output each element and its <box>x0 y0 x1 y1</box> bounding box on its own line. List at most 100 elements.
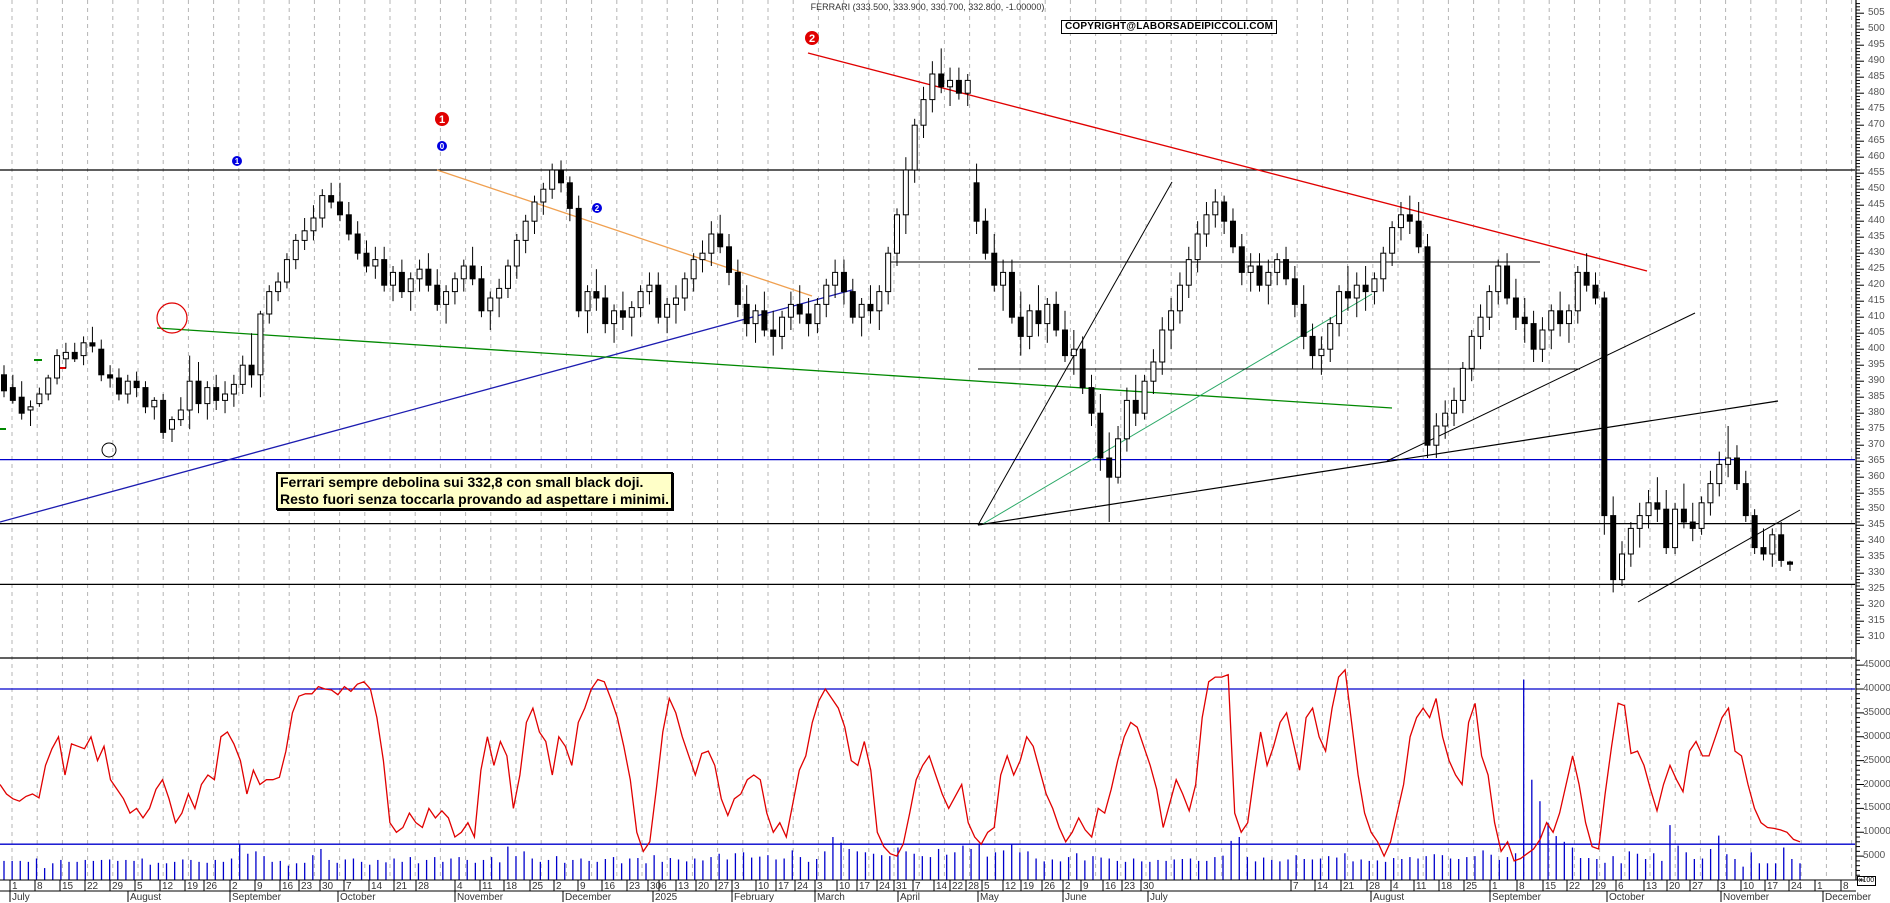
day-tick-label: 20 <box>1669 881 1681 892</box>
day-tick-label: 29 <box>112 881 124 892</box>
price-tick-label: 325 <box>1868 583 1885 595</box>
day-tick-label: 18 <box>506 881 518 892</box>
horizontal-levels <box>0 169 1855 845</box>
price-tick-label: 465 <box>1868 135 1885 147</box>
day-tick-label: 9 <box>1083 881 1089 892</box>
volume-unit-label: x100 <box>1857 876 1877 886</box>
day-tick-label: 30 <box>650 881 662 892</box>
volume-tick-label: 40000 <box>1863 683 1890 694</box>
price-tick-label: 430 <box>1868 247 1885 259</box>
blue-support-line <box>0 289 853 523</box>
price-tick-label: 475 <box>1868 103 1885 115</box>
volume-tick-label: 10000 <box>1863 826 1890 838</box>
day-tick-label: 10 <box>839 881 851 892</box>
price-tick-label: 350 <box>1868 503 1885 515</box>
month-tick-label: March <box>817 892 845 903</box>
annotation-line-2: Resto fuori senza toccarla provando ad a… <box>280 491 669 507</box>
price-tick-label: 375 <box>1868 423 1885 435</box>
wave-marker-icon <box>592 203 602 213</box>
day-tick-label: 19 <box>1023 881 1035 892</box>
day-tick-label: 28 <box>968 881 980 892</box>
price-tick-label: 340 <box>1868 535 1885 547</box>
svg-text:2: 2 <box>595 204 600 213</box>
day-tick-label: 17 <box>859 881 871 892</box>
price-tick-label: 360 <box>1868 471 1885 483</box>
day-tick-label: 17 <box>778 881 790 892</box>
wave-marker-icon <box>437 141 447 151</box>
day-tick-label: 8 <box>37 881 43 892</box>
light-green-trend-line <box>980 293 1373 526</box>
day-tick-label: 4 <box>1393 881 1399 892</box>
day-tick-label: 30 <box>322 881 334 892</box>
price-tick-label: 320 <box>1868 599 1885 611</box>
month-tick-label: October <box>340 892 376 903</box>
day-tick-label: 23 <box>1124 881 1136 892</box>
day-tick-label: 24 <box>879 881 891 892</box>
copyright-label: COPYRIGHT@LABORSADEIPICCOLI.COM <box>1061 20 1278 34</box>
wave-marker-icon <box>805 31 819 45</box>
day-tick-label: 6 <box>1618 881 1624 892</box>
price-tick-label: 445 <box>1868 199 1885 211</box>
month-tick-label: August <box>130 892 162 903</box>
price-tick-label: 420 <box>1868 279 1885 291</box>
grid-lines <box>11 0 1853 880</box>
month-tick-label: September <box>232 892 281 903</box>
day-tick-label: 4 <box>457 881 463 892</box>
day-tick-label: 5 <box>137 881 143 892</box>
day-tick-label: 28 <box>1369 881 1381 892</box>
svg-text:0: 0 <box>440 142 445 151</box>
day-tick-label: 30 <box>1143 881 1155 892</box>
oscillator-line <box>0 668 1801 862</box>
wave-marker-icon <box>435 112 449 126</box>
volume-tick-label: 20000 <box>1863 778 1890 790</box>
day-tick-label: 25 <box>532 881 544 892</box>
day-tick-label: 1 <box>1492 881 1498 892</box>
price-tick-label: 315 <box>1868 615 1885 627</box>
price-tick-label: 370 <box>1868 439 1885 451</box>
day-tick-label: 7 <box>1293 881 1299 892</box>
chart-title: FERRARI (333.500, 333.900, 330.700, 332.… <box>810 2 1045 12</box>
volume-tick-label: 15000 <box>1863 802 1890 814</box>
day-tick-label: 24 <box>1791 881 1803 892</box>
day-tick-label: 14 <box>1317 881 1329 892</box>
month-tick-label: February <box>734 892 775 903</box>
day-tick-label: 1 <box>1817 881 1823 892</box>
day-tick-label: 3 <box>734 881 740 892</box>
wave-marker-icon <box>232 156 242 166</box>
day-tick-label: 15 <box>62 881 74 892</box>
red-resistance-line <box>807 52 1648 272</box>
day-tick-label: 15 <box>1545 881 1557 892</box>
day-tick-label: 1 <box>12 881 18 892</box>
price-tick-label: 440 <box>1868 215 1885 227</box>
day-tick-label: 12 <box>1005 881 1017 892</box>
trend-lines <box>0 52 1801 603</box>
month-tick-label: July <box>1150 892 1168 903</box>
volume-tick-label: 5000 <box>1863 850 1886 862</box>
day-tick-label: 16 <box>282 881 294 892</box>
orange-resistance-line <box>436 169 813 297</box>
volume-bars <box>3 679 1801 880</box>
black-circle-highlight <box>101 442 117 458</box>
price-tick-label: 385 <box>1868 391 1885 403</box>
day-tick-label: 27 <box>1692 881 1704 892</box>
day-tick-label: 13 <box>678 881 690 892</box>
day-tick-label: 9 <box>257 881 263 892</box>
svg-text:1: 1 <box>235 157 240 166</box>
price-tick-label: 455 <box>1868 167 1885 179</box>
day-tick-label: 13 <box>1646 881 1658 892</box>
day-tick-label: 25 <box>1466 881 1478 892</box>
price-tick-label: 390 <box>1868 375 1885 387</box>
green-trend-line <box>156 327 1393 409</box>
day-tick-label: 7 <box>346 881 352 892</box>
day-tick-label: 22 <box>1569 881 1581 892</box>
price-tick-label: 400 <box>1868 343 1885 355</box>
price-tick-label: 450 <box>1868 183 1885 195</box>
day-tick-label: 10 <box>758 881 770 892</box>
price-tick-label: 410 <box>1868 311 1885 323</box>
price-tick-label: 330 <box>1868 567 1885 579</box>
day-tick-label: 14 <box>936 881 948 892</box>
day-tick-label: 11 <box>482 881 493 892</box>
day-tick-label: 17 <box>1767 881 1779 892</box>
price-tick-label: 460 <box>1868 151 1885 163</box>
